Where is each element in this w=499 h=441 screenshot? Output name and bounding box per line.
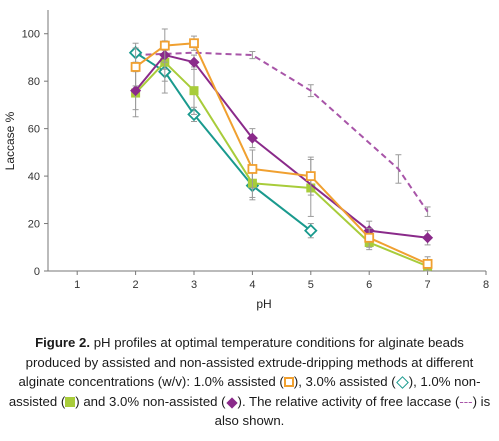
data-point	[188, 56, 200, 68]
x-tick-label: 1	[74, 279, 80, 291]
data-point	[422, 232, 434, 244]
data-point	[130, 85, 142, 97]
series-s1	[128, 42, 318, 239]
series-s4	[130, 28, 433, 272]
caption-text-6: ) is also shown.	[214, 393, 491, 429]
square-open-symbol	[283, 377, 294, 387]
x-tick-label: 2	[133, 279, 139, 291]
data-point	[130, 62, 141, 72]
series-line	[134, 54, 428, 239]
x-tick-label: 3	[191, 279, 197, 291]
data-point	[304, 223, 318, 238]
diamond-filled-symbol	[225, 396, 238, 409]
figure-caption: Figure 2. pH profiles at optimal tempera…	[6, 333, 493, 431]
caption-label: Figure 2.	[35, 335, 91, 350]
x-tick-label: 8	[483, 279, 489, 291]
series-line	[135, 51, 429, 213]
dash-symbol: ---	[459, 393, 473, 409]
caption-text-4: ) and 3.0% non-assisted (	[75, 393, 226, 409]
x-tick-label: 6	[366, 279, 372, 291]
y-tick-label: 80	[28, 76, 40, 88]
caption-text-2: ), 3.0% assisted (	[293, 374, 396, 389]
diamond-open-symbol	[395, 376, 409, 389]
y-tick-label: 60	[28, 124, 40, 136]
series-s3	[130, 40, 434, 246]
y-tick-label: 40	[28, 171, 40, 183]
y-axis-label: Laccase %	[3, 111, 17, 170]
series-s2	[131, 42, 433, 272]
data-point	[364, 232, 375, 243]
data-point	[305, 171, 316, 181]
x-tick-label: 5	[308, 279, 314, 291]
x-axis-label: pH	[256, 297, 271, 311]
data-point	[246, 132, 258, 144]
caption-text-1: pH profiles at optimal temperature condi…	[18, 335, 474, 389]
y-tick-label: 100	[22, 29, 40, 41]
data-point	[247, 164, 258, 174]
data-point	[422, 258, 433, 269]
y-tick-label: 0	[34, 266, 40, 278]
axes	[47, 10, 486, 272]
series-line	[135, 51, 312, 232]
series-free	[135, 51, 431, 217]
y-tick-label: 20	[28, 219, 40, 231]
square-filled-symbol	[65, 396, 76, 407]
data-point	[159, 40, 170, 51]
caption-text-5: ). The relative activity of free laccase…	[237, 393, 460, 409]
x-tick-label: 7	[425, 279, 431, 291]
data-point	[189, 38, 199, 49]
x-tick-label: 4	[249, 279, 255, 291]
plot-area	[128, 28, 434, 272]
data-point	[189, 86, 199, 96]
caption-text-3: ), 1.0% non-assisted (	[8, 374, 481, 409]
